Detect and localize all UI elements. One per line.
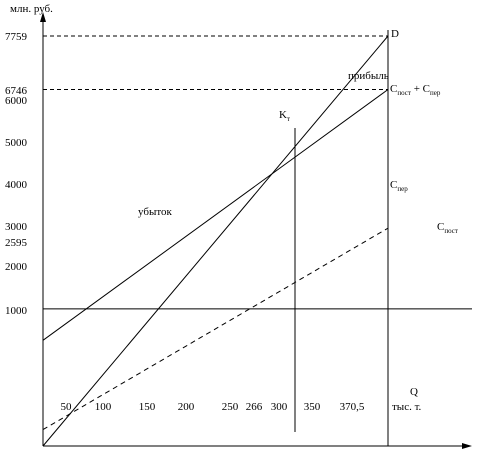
fixed-cost-label: Cпост [437,221,458,235]
total-cost-label: Cпост + Cпер [390,83,441,97]
x-tick-label: 266 [246,401,263,413]
breakeven-label: Kт [279,109,290,123]
x-tick-label: 300 [271,401,288,413]
y-tick-label: 3000 [5,221,28,233]
axes [40,12,472,449]
variable-cost-line [42,227,389,431]
x-axis-arrow [462,443,472,449]
y-tick-label: 5000 [5,137,28,149]
revenue-label: D [391,28,399,40]
x-tick-label: 250 [222,401,239,413]
y-tick-label: 2595 [5,237,28,249]
x-tick-label: 350 [304,401,321,413]
x-axis-title: Q [410,386,418,398]
reference-lines [43,30,389,446]
y-tick-label: 6000 [5,95,28,107]
revenue-line [42,35,389,447]
total-cost-line [42,89,389,341]
loss-annotation: убыток [138,206,173,218]
x-tick-label: 150 [139,401,156,413]
y-tick-label: 1000 [5,305,28,317]
y-tick-label: 2000 [5,261,28,273]
x-axis-unit: тыс. т. [392,401,422,413]
series-lines [42,35,472,447]
x-tick-label: 100 [95,401,112,413]
x-tick-label: 50 [61,401,73,413]
x-tick-label: 370,5 [340,401,365,413]
y-axis-arrow [40,12,46,22]
variable-cost-label: Cпер [390,179,408,193]
y-tick-label: 7759 [5,31,28,43]
y-tick-label: 4000 [5,179,28,191]
x-tick-label: 200 [178,401,195,413]
profit-annotation: прибыль [348,70,389,82]
y-tick-label: 6746 [5,85,28,97]
y-axis-title: млн. руб. [10,3,53,15]
